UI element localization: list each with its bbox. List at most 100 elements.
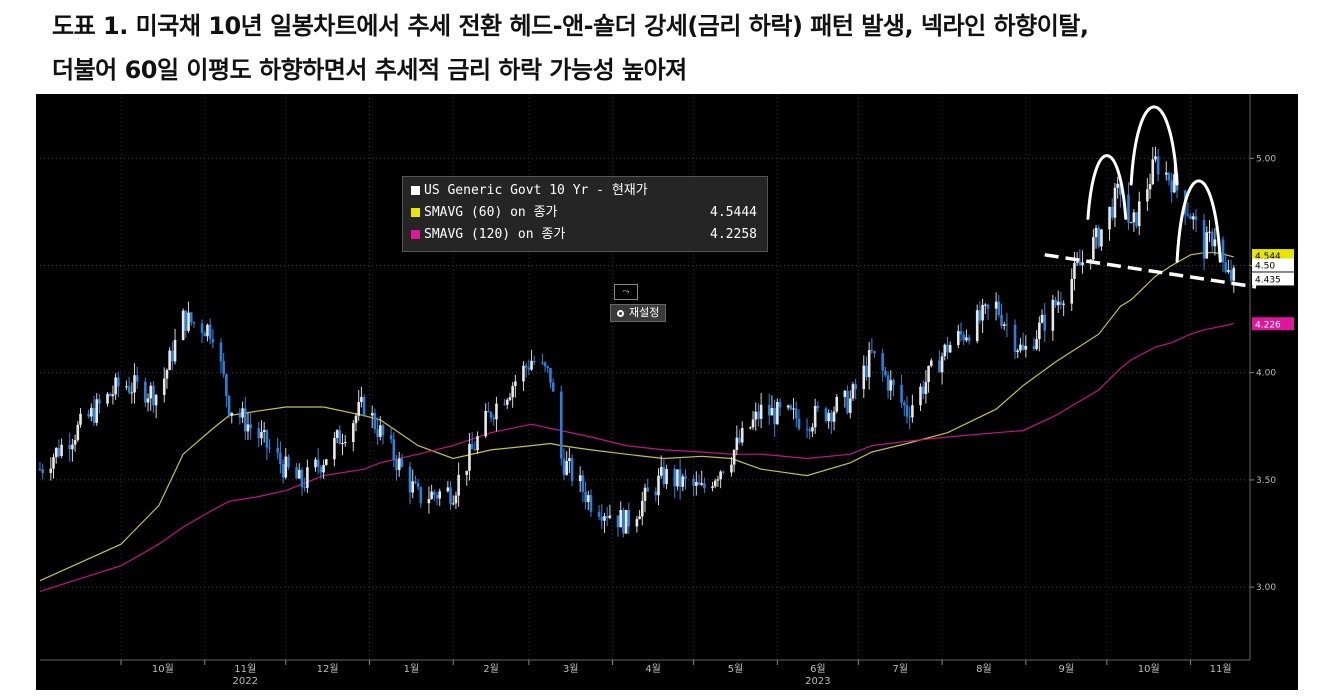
candle-body xyxy=(1170,180,1173,193)
candle-body xyxy=(146,398,150,403)
candle-body xyxy=(659,466,663,476)
left-shoulder-arc xyxy=(1086,154,1128,220)
candle-body xyxy=(392,439,396,460)
candle-body xyxy=(225,374,228,396)
candle-body xyxy=(695,482,698,486)
candle-body xyxy=(1073,262,1076,279)
candle-body xyxy=(1075,261,1079,263)
candle-body xyxy=(1127,194,1130,223)
candle-body xyxy=(208,324,212,339)
candle-body xyxy=(1113,187,1117,218)
candle-body xyxy=(419,487,423,504)
candle-body xyxy=(627,509,631,527)
candle-body xyxy=(605,516,609,518)
price-chart: 3.00 3.50 4.00 4.50 5.00 10월 11월 12월 1월 2월 3월 4월 5월 6… xyxy=(38,94,1298,687)
candle-body xyxy=(730,464,733,473)
candle-body xyxy=(1164,172,1168,175)
candle-body xyxy=(243,408,247,432)
candle-body xyxy=(1062,303,1065,305)
legend-value-sma60: 4.5444 xyxy=(710,205,757,220)
candle-body xyxy=(568,458,571,462)
candle-body xyxy=(957,331,960,346)
candle-body xyxy=(68,444,72,450)
candle-body xyxy=(376,429,379,437)
candle-body xyxy=(92,407,96,423)
chart-type-icon[interactable]: ⤳ xyxy=(614,284,638,300)
candle-body xyxy=(827,412,830,422)
candle-body xyxy=(354,415,358,424)
candle-body xyxy=(824,408,828,422)
candle-body xyxy=(343,442,347,444)
x-tick-label: 1월 xyxy=(404,663,420,675)
candle-body xyxy=(316,459,320,468)
x-tick-label: 6월 xyxy=(810,663,826,675)
candle-body xyxy=(187,312,190,331)
candle-body xyxy=(778,401,782,408)
candle-body xyxy=(1108,206,1111,230)
page-title: 도표 1. 미국채 10년 일봉차트에서 추세 전환 헤드-앤-숄더 강세(금리… xyxy=(52,4,1322,92)
candle-body xyxy=(430,491,433,500)
candle-body xyxy=(867,350,871,378)
candle-body xyxy=(1070,278,1074,304)
candle-body xyxy=(184,310,188,331)
candle-body xyxy=(1040,314,1044,323)
candle-body xyxy=(924,382,928,395)
candle-body xyxy=(476,436,479,451)
sma120-line xyxy=(39,322,1234,592)
candle-body xyxy=(338,430,342,445)
candle-body xyxy=(805,428,809,430)
candle-body xyxy=(319,467,323,473)
candle-body xyxy=(503,403,506,405)
candle-body xyxy=(154,394,158,406)
candle-body xyxy=(624,509,628,534)
candle-body xyxy=(57,447,61,456)
x-tick-label: 12월 xyxy=(317,663,339,675)
value-tag-label: 4.50 xyxy=(1255,262,1275,272)
candle-body xyxy=(279,452,282,465)
candle-body xyxy=(1032,346,1036,350)
candle-body xyxy=(759,404,763,419)
candle-body xyxy=(152,385,155,406)
candle-body xyxy=(360,396,363,403)
candle-body xyxy=(959,331,963,335)
candle-body xyxy=(751,419,755,428)
candle-body xyxy=(411,481,415,493)
candle-body xyxy=(722,471,725,473)
candle-body xyxy=(1056,301,1060,306)
candle-body xyxy=(1043,314,1047,331)
y-tick-label: 3.50 xyxy=(1256,476,1276,486)
candle-body xyxy=(90,407,93,417)
candle-body xyxy=(962,334,966,341)
x-tick-label: 3월 xyxy=(563,663,579,675)
candle-body xyxy=(206,324,209,337)
candle-body xyxy=(397,458,401,470)
candle-body xyxy=(862,365,866,390)
candle-body xyxy=(249,424,252,429)
candle-body xyxy=(381,425,385,436)
candle-body xyxy=(984,304,987,306)
candle-body xyxy=(1137,201,1141,227)
candle-body xyxy=(929,360,933,366)
candle-body xyxy=(1208,231,1211,233)
year-label: 2023 xyxy=(805,676,830,687)
candle-body xyxy=(789,405,793,410)
candle-body xyxy=(1119,183,1122,195)
candle-body xyxy=(1051,299,1055,331)
reset-label: 재설정 xyxy=(629,306,660,319)
candle-body xyxy=(1173,174,1176,193)
candle-body xyxy=(1081,262,1084,266)
candle-body xyxy=(832,411,836,422)
candle-body xyxy=(527,367,531,370)
candle-body xyxy=(703,483,706,489)
candle-body xyxy=(130,392,134,394)
reset-button[interactable]: 재설정 xyxy=(610,304,667,322)
candle-body xyxy=(1227,269,1230,273)
candle-body xyxy=(265,430,269,448)
candle-body xyxy=(511,386,514,398)
candle-body xyxy=(1146,189,1149,202)
candle-body xyxy=(108,393,112,397)
candle-body xyxy=(622,510,625,534)
candle-body xyxy=(938,360,941,373)
candle-body xyxy=(767,404,771,416)
candle-body xyxy=(222,361,225,375)
